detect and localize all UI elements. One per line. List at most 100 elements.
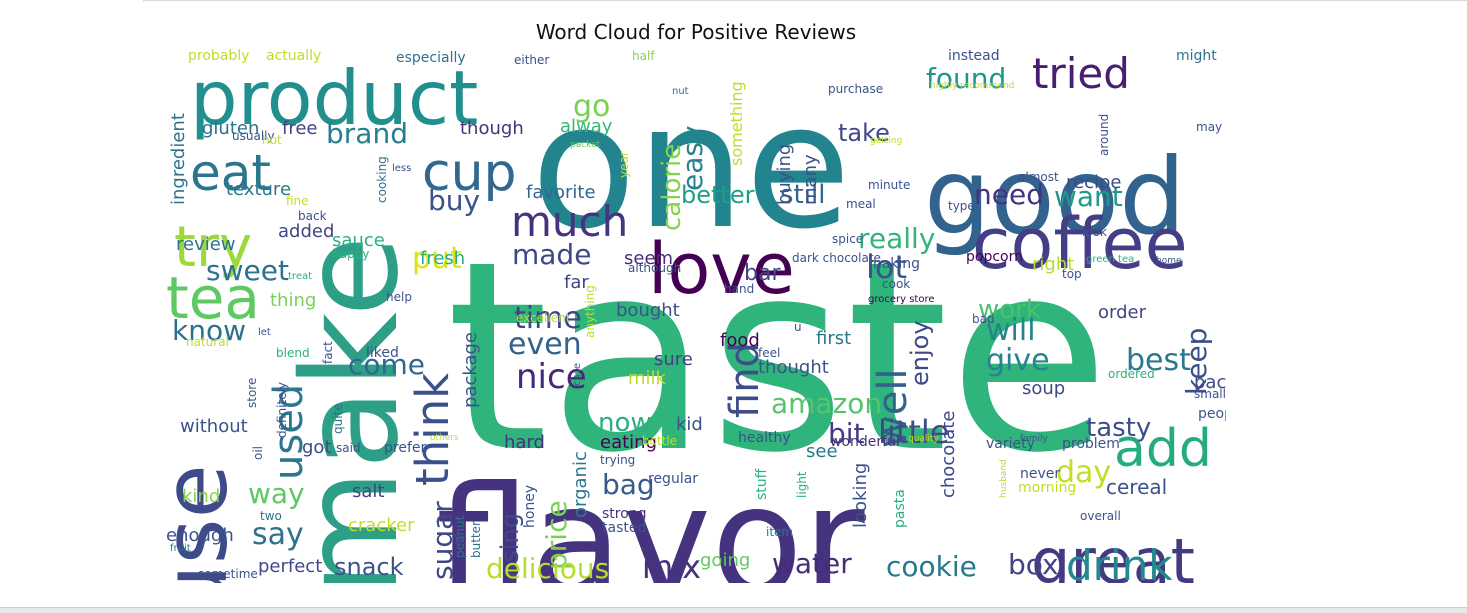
word-popcorn: popcorn	[966, 249, 1023, 265]
word-take: take	[838, 119, 890, 147]
word-got: got	[302, 437, 332, 458]
word-great: great	[1031, 525, 1195, 583]
word-regular: regular	[648, 471, 698, 487]
word-hot: hot	[262, 133, 282, 147]
word-now: now	[598, 408, 652, 438]
word-using: using	[496, 513, 524, 578]
word-problem: problem	[1062, 436, 1120, 452]
word-know: know	[172, 314, 246, 347]
word-around: around	[1097, 114, 1111, 156]
notebook-cell-top-border	[143, 0, 1467, 1]
word-quality: quality	[908, 434, 939, 444]
word-thought: thought	[758, 357, 829, 378]
word-sometime: sometime	[198, 567, 258, 581]
word-almost: almost	[1018, 170, 1059, 184]
word-cooking: cooking	[375, 156, 389, 203]
word-work: work	[978, 295, 1041, 325]
word-honey: honey	[522, 485, 538, 528]
word-highly-recommend: highly recommend	[930, 81, 1014, 91]
word-green-tea: green tea	[1086, 254, 1134, 265]
word-morning: morning	[1018, 480, 1076, 496]
word-look: look	[1082, 225, 1107, 239]
word-product: product	[190, 54, 478, 142]
word-though: though	[460, 118, 524, 139]
word-feel: feel	[758, 346, 780, 360]
word-may: may	[1196, 120, 1222, 134]
word-actually: actually	[266, 48, 321, 64]
word-happy: happy	[332, 247, 369, 261]
word-might: might	[1176, 48, 1217, 64]
word-try: try	[174, 215, 252, 280]
word-minute: minute	[868, 178, 910, 192]
word-anything: anything	[583, 285, 597, 338]
word-well: well	[870, 368, 916, 448]
word-really: really	[858, 222, 935, 255]
word-tried: tried	[1032, 49, 1130, 98]
word-two: two	[260, 509, 282, 523]
word-definitely: definitely	[275, 382, 289, 438]
word-kind: kind	[182, 486, 220, 507]
word-come: come	[348, 348, 425, 381]
word-used: used	[266, 384, 312, 480]
word-little: little	[878, 413, 949, 451]
word-amazon: amazon	[771, 387, 882, 420]
word-give: give	[986, 343, 1050, 378]
figure-title: Word Cloud for Positive Reviews	[535, 20, 857, 44]
word-nice: nice	[516, 357, 587, 397]
word-half: half	[632, 49, 655, 63]
word-type: type	[948, 199, 975, 213]
word-meal: meal	[846, 197, 876, 211]
word-first: first	[816, 328, 851, 349]
word-cookie: cookie	[886, 550, 977, 583]
horizontal-scrollbar[interactable]	[0, 607, 1467, 613]
word-coffee: coffee	[972, 203, 1188, 285]
word-quite: quite	[331, 403, 345, 434]
word-flavor: flavor	[436, 455, 865, 583]
word-overall: overall	[1080, 509, 1121, 523]
word-peanut: peanut	[453, 515, 467, 558]
word-kid: kid	[676, 414, 703, 435]
word-gluten: gluten	[202, 118, 259, 139]
word-grocery-store: grocery store	[868, 294, 935, 305]
word-add: add	[1114, 419, 1212, 479]
word-wonderful: wonderful	[830, 434, 900, 450]
word-box: box	[1008, 548, 1059, 581]
word-sugar: sugar	[426, 501, 459, 580]
word-liked: liked	[366, 345, 399, 361]
word-texture: texture	[226, 179, 291, 200]
word-although: although	[628, 261, 681, 275]
word-ingredient: ingredient	[168, 113, 189, 205]
word-butter: butter	[469, 521, 483, 558]
word-will: will	[986, 313, 1036, 348]
word-price: price	[540, 500, 573, 570]
word-never: never	[1020, 466, 1060, 482]
word-still: still	[780, 180, 825, 210]
word-fact: fact	[321, 341, 335, 364]
word-love: love	[648, 228, 795, 310]
word-calorie: calorie	[657, 144, 687, 231]
word-especially: especially	[396, 50, 466, 66]
word-ordered: ordered	[1108, 367, 1155, 381]
word-tasty: tasty	[1086, 413, 1151, 443]
word-bag: bag	[602, 468, 655, 501]
word-instead: instead	[948, 48, 1000, 64]
word-cup: cup	[422, 143, 517, 203]
word-prefer: prefer	[384, 440, 426, 456]
word-mix: mix	[642, 548, 701, 583]
word-soup: soup	[1022, 378, 1065, 399]
word-fruit: fruit	[170, 543, 191, 554]
word-item: item	[766, 525, 793, 539]
word-thing: thing	[270, 290, 316, 311]
word-put: put	[412, 241, 462, 276]
word-order: order	[1098, 302, 1147, 323]
word-lot: lot	[866, 248, 907, 286]
word-way: way	[248, 477, 305, 510]
word-excellent: excellent	[516, 311, 571, 325]
word-salt: salt	[352, 481, 384, 502]
word-pasta: pasta	[892, 489, 908, 528]
word-sweet: sweet	[206, 254, 289, 287]
word-others: others	[430, 433, 459, 443]
word-use: use	[166, 464, 247, 583]
word-added: added	[278, 221, 334, 242]
word-package: package	[460, 332, 481, 408]
